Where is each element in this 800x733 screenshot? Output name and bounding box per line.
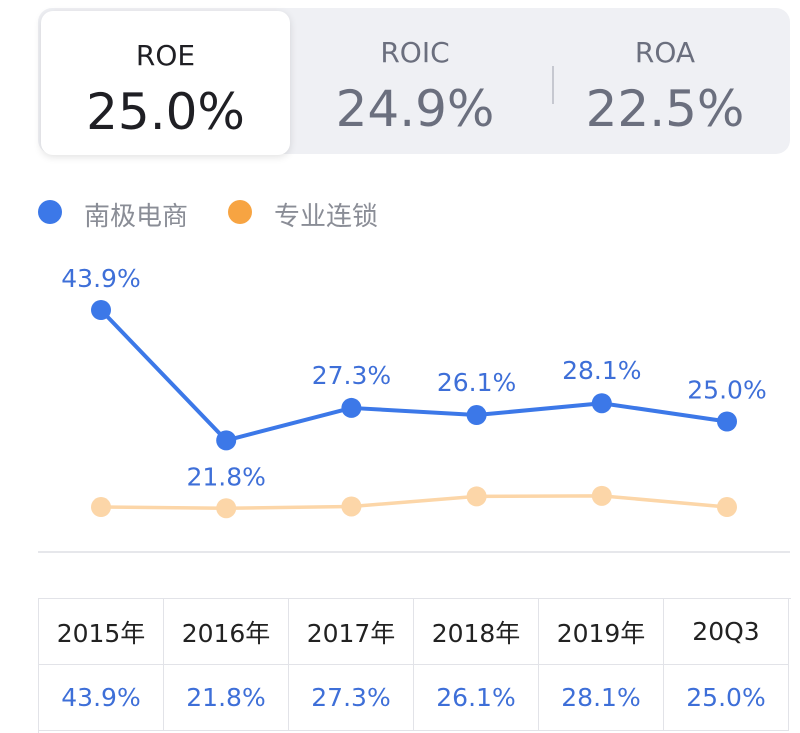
data-point-series-2[interactable] — [466, 486, 487, 507]
data-point-series-1[interactable] — [91, 300, 111, 320]
table-cell: 28.1% — [539, 665, 664, 731]
table-cell: 27.3% — [289, 665, 414, 731]
table-header-cell: 2019年 — [539, 599, 664, 665]
tab-roa-value: 22.5% — [585, 80, 745, 138]
data-point-series-2[interactable] — [717, 497, 737, 518]
data-label: 28.1% — [562, 356, 641, 385]
legend-dot-series-2 — [228, 200, 252, 224]
data-point-series-1[interactable] — [717, 411, 737, 432]
data-point-series-2[interactable] — [591, 485, 612, 506]
data-label: 26.1% — [437, 368, 516, 397]
data-point-series-1[interactable] — [466, 405, 487, 426]
table-header-cell: 2016年 — [164, 599, 289, 665]
data-label: 25.0% — [687, 376, 766, 405]
data-point-series-1[interactable] — [341, 397, 362, 418]
table-cell: 25.0% — [664, 665, 789, 731]
data-point-series-1[interactable] — [591, 393, 612, 414]
data-point-series-2[interactable] — [91, 497, 111, 518]
tab-roic-label: ROIC — [380, 36, 450, 69]
tab-roa[interactable]: ROA 22.5% — [540, 8, 790, 154]
table-cell: 43.9% — [39, 665, 164, 731]
table-cell: 21.8% — [164, 665, 289, 731]
data-point-series-1[interactable] — [216, 430, 237, 451]
tab-roe[interactable]: ROE 25.0% — [41, 11, 290, 155]
tab-roe-label: ROE — [135, 39, 196, 72]
table-header-cell: 2015年 — [39, 599, 164, 665]
table-header-cell: 2017年 — [289, 599, 414, 665]
data-label: 21.8% — [186, 462, 265, 491]
data-point-series-2[interactable] — [216, 498, 237, 519]
series-line-2 — [100, 494, 728, 510]
table-header-cell: 2018年 — [414, 599, 539, 665]
legend-dot-series-1 — [38, 200, 62, 224]
tab-roe-value: 25.0% — [86, 83, 245, 141]
data-table: 2015年 2016年 2017年 2018年 2019年 20Q3 43.9%… — [38, 598, 791, 733]
metric-tab-bar: ROE 25.0% ROIC 24.9% ROA 22.5% — [38, 8, 790, 155]
table-cell: 26.1% — [414, 665, 539, 731]
data-label: 27.3% — [312, 361, 391, 390]
tab-divider — [552, 66, 554, 104]
legend-label-series-2: 专业连锁 — [274, 202, 379, 232]
legend-label-series-1: 南极电商 — [84, 202, 189, 232]
line-chart: 43.9% 21.8% 27.3% 26.1% 28.1% 25.0% — [38, 264, 790, 553]
table-header-row: 2015年 2016年 2017年 2018年 2019年 20Q3 — [39, 599, 791, 665]
data-label: 43.9% — [61, 264, 140, 293]
series-line-1 — [99, 308, 728, 443]
data-point-series-2[interactable] — [341, 496, 362, 517]
tab-roa-label: ROA — [634, 36, 696, 69]
tab-roic-value: 24.9% — [335, 80, 495, 138]
tab-roic[interactable]: ROIC 24.9% — [290, 8, 540, 154]
table-header-cell: 20Q3 — [664, 599, 789, 665]
table-row: 43.9% 21.8% 27.3% 26.1% 28.1% 25.0% — [39, 665, 791, 731]
